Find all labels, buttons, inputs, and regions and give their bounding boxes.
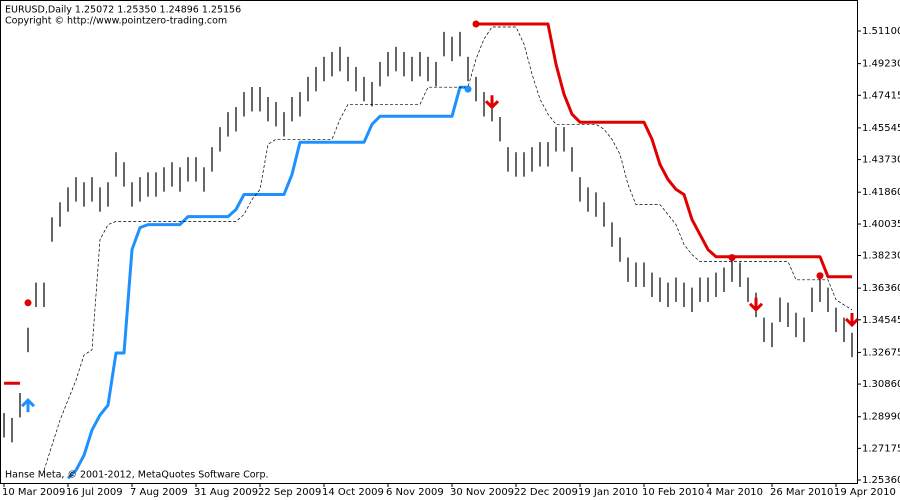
x-tick-label: 10 Feb 2010: [642, 487, 704, 498]
x-tick-label: 22 Sep 2009: [258, 487, 321, 498]
x-tick-label: 6 Nov 2009: [386, 487, 444, 498]
signal-dot: [464, 85, 472, 93]
y-tick-label: 1.34545: [862, 315, 900, 326]
y-tick-label: 1.36360: [862, 283, 900, 294]
signal-arrow: [484, 95, 500, 110]
signal-dot: [472, 20, 480, 28]
y-tick-label: 1.25360: [862, 475, 900, 486]
y-tick-label: 1.38230: [862, 251, 900, 262]
x-tick-label: 16 Jul 2009: [66, 487, 123, 498]
x-tick-label: 10 Mar 2009: [2, 487, 65, 498]
y-tick-label: 1.30860: [862, 379, 900, 390]
y-tick-label: 1.45545: [862, 123, 900, 134]
stop-line: [66, 85, 468, 480]
footer: Hanse Meta, © 2001-2012, MetaQuotes Soft…: [5, 470, 269, 481]
signal-dot: [816, 272, 824, 280]
signal-dot: [728, 254, 736, 262]
chart-title: EURUSD,Daily 1.25072 1.25350 1.24896 1.2…: [5, 5, 241, 16]
x-tick-label: 30 Nov 2009: [450, 487, 514, 498]
x-tick-label: 19 Jan 2010: [578, 487, 638, 498]
y-tick-label: 1.49230: [862, 59, 900, 70]
x-tick-label: 31 Aug 2009: [194, 487, 258, 498]
chart-subtitle: Copyright © http://www.pointzero-trading…: [5, 16, 227, 27]
plot-frame: [0, 0, 858, 484]
x-tick-label: 26 Mar 2010: [770, 487, 833, 498]
x-tick-label: 14 Oct 2009: [322, 487, 384, 498]
y-tick-label: 1.32675: [862, 347, 900, 358]
signal-arrow: [844, 312, 860, 328]
signal-dot: [24, 299, 32, 307]
y-tick-label: 1.51100: [862, 26, 900, 37]
x-tick-label: 22 Dec 2009: [514, 487, 578, 498]
signal-arrow: [20, 398, 36, 413]
trail-line: [43, 26, 853, 471]
y-tick-label: 1.28990: [862, 412, 900, 423]
stop-line: [4, 22, 852, 385]
x-tick-label: 7 Aug 2009: [130, 487, 188, 498]
y-tick-label: 1.47415: [862, 90, 900, 101]
x-tick-label: 4 Mar 2010: [706, 487, 763, 498]
x-tick-label: 19 Apr 2010: [834, 487, 896, 498]
y-tick-label: 1.27175: [862, 443, 900, 454]
y-tick-label: 1.41860: [862, 187, 900, 198]
y-tick-label: 1.43730: [862, 155, 900, 166]
signal-arrow: [748, 297, 764, 312]
marks: [3, 20, 860, 480]
y-tick-label: 1.40035: [862, 219, 900, 230]
